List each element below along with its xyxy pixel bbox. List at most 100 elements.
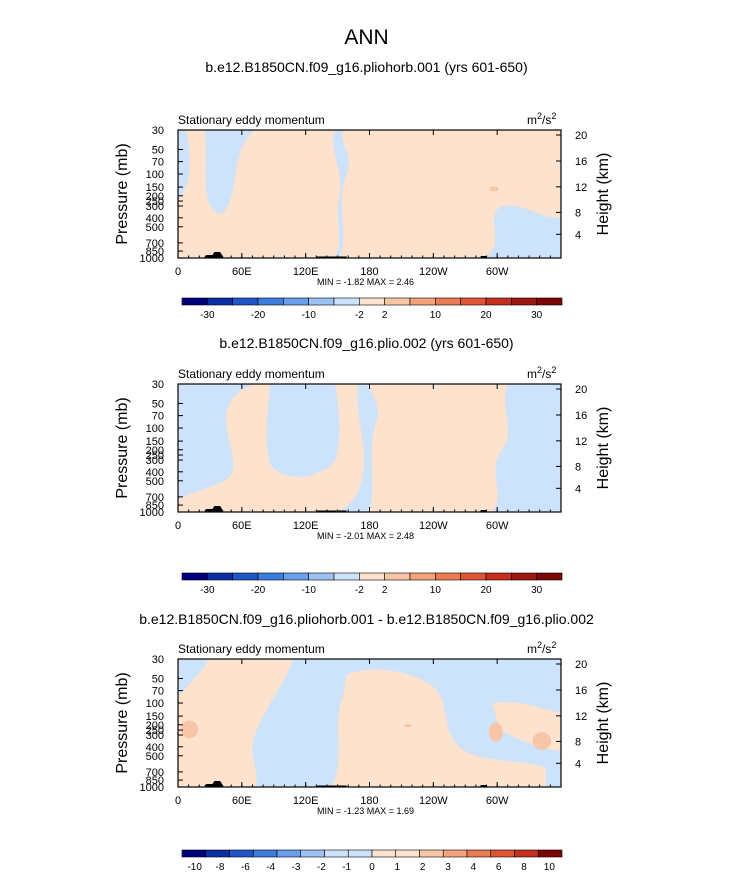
- lon-tick-label: 120E: [293, 795, 319, 807]
- colorbar-label: 6: [496, 862, 502, 873]
- units-part: 2: [537, 365, 542, 375]
- panel-subtitle: Stationary eddy momentum: [178, 367, 325, 381]
- lon-tick-label: 60E: [232, 520, 252, 532]
- colorbar-label: 10: [544, 862, 556, 873]
- panel-title: b.e12.B1850CN.f09_g16.pliohorb.001 (yrs …: [205, 59, 527, 75]
- colorbar-label: -4: [266, 862, 275, 873]
- topography-low: [315, 256, 347, 258]
- height-tick-label: 4: [575, 229, 581, 241]
- colorbar-label: -10: [301, 310, 316, 321]
- y-axis-label-right: Height (km): [595, 407, 612, 490]
- colorbar-box: [514, 849, 539, 858]
- colorbar-label: -20: [251, 585, 266, 596]
- colorbar-box: [536, 297, 563, 306]
- colorbar-box: [232, 297, 259, 306]
- height-tick-label: 16: [575, 156, 587, 168]
- pressure-tick-label: 50: [152, 673, 164, 685]
- lon-tick-label: 120W: [419, 795, 448, 807]
- panel-1: b.e12.B1850CN.f09_g16.pliohorb.001 (yrs …: [114, 59, 612, 321]
- lon-tick-label: 0: [175, 795, 181, 807]
- colorbar-box: [232, 572, 259, 581]
- pressure-tick-label: 500: [146, 222, 164, 234]
- lon-tick-label: 180: [360, 520, 378, 532]
- colorbar-label: 1: [395, 862, 401, 873]
- contour-field-positive-max: [489, 186, 499, 192]
- lon-tick-label: 120W: [419, 520, 448, 532]
- height-tick-label: 8: [575, 461, 581, 473]
- pressure-tick-label: 150: [146, 711, 164, 723]
- min-max-label: MIN = -1.23 MAX = 1.69: [317, 806, 414, 816]
- colorbar-box: [257, 297, 284, 306]
- colorbar-box: [359, 572, 385, 581]
- contour-field-positive: [331, 669, 546, 787]
- pressure-tick-label: 100: [146, 169, 164, 181]
- colorbar-box: [511, 572, 537, 581]
- pressure-tick-label: 400: [146, 213, 164, 225]
- y-axis-label-right: Height (km): [595, 682, 612, 765]
- pressure-tick-label: 100: [146, 423, 164, 435]
- colorbar-box: [442, 849, 468, 858]
- contour-field-positive: [178, 384, 364, 512]
- colorbar-box: [181, 849, 207, 858]
- colorbar-label: 2: [382, 310, 388, 321]
- pressure-tick-label: 1000: [140, 253, 164, 265]
- panel-title: b.e12.B1850CN.f09_g16.pliohorb.001 - b.e…: [139, 611, 594, 627]
- pressure-tick-label: 30: [152, 125, 164, 137]
- pressure-tick-label: 200: [146, 720, 164, 732]
- pressure-tick-label: 1000: [140, 782, 164, 794]
- pressure-tick-label: 1000: [140, 507, 164, 519]
- contour-field-positive: [178, 659, 293, 787]
- colorbar-box: [308, 297, 335, 306]
- colorbar-label: -8: [216, 862, 225, 873]
- colorbar-label: -1: [342, 862, 351, 873]
- lon-tick-label: 180: [360, 795, 378, 807]
- colorbar-box: [490, 849, 515, 858]
- colorbar-box: [371, 849, 397, 858]
- lon-tick-label: 0: [175, 266, 181, 278]
- colorbar-box: [435, 297, 461, 306]
- colorbar-box: [384, 572, 411, 581]
- lon-tick-label: 0: [175, 520, 181, 532]
- units-part: 2: [551, 640, 556, 650]
- contour-field-positive-max: [532, 731, 552, 750]
- units-label: m2/s2: [527, 111, 556, 127]
- colorbar-box: [347, 849, 373, 858]
- colorbar-label: -2: [355, 585, 364, 596]
- height-tick-label: 16: [575, 685, 587, 697]
- lon-tick-label: 120E: [293, 520, 319, 532]
- units-part: 2: [551, 365, 556, 375]
- panel-2: b.e12.B1850CN.f09_g16.plio.002 (yrs 601-…: [114, 335, 612, 596]
- units-part: 2: [551, 111, 556, 121]
- pressure-tick-label: 70: [152, 411, 164, 423]
- colorbar-box: [207, 297, 233, 306]
- pressure-tick-label: 50: [152, 144, 164, 156]
- contour-field-positive-max: [403, 724, 412, 728]
- colorbar-label: -20: [251, 310, 266, 321]
- pressure-tick-label: 300: [146, 455, 164, 467]
- pressure-tick-label: 30: [152, 379, 164, 391]
- pressure-tick-label: 70: [152, 157, 164, 169]
- pressure-tick-label: 250: [146, 725, 164, 737]
- lon-tick-label: 60W: [486, 795, 509, 807]
- panel-title: b.e12.B1850CN.f09_g16.plio.002 (yrs 601-…: [219, 335, 513, 351]
- pressure-tick-label: 150: [146, 182, 164, 194]
- height-tick-label: 20: [575, 130, 587, 142]
- colorbar-box: [395, 849, 420, 858]
- colorbar-label: 8: [521, 862, 527, 873]
- pressure-tick-label: 30: [152, 654, 164, 666]
- colorbar-box: [252, 849, 278, 858]
- pressure-tick-label: 300: [146, 201, 164, 213]
- colorbar-box: [300, 849, 325, 858]
- pressure-tick-label: 850: [146, 246, 164, 258]
- lon-tick-label: 120E: [293, 266, 319, 278]
- colorbar-label: -2: [355, 310, 364, 321]
- colorbar-label: -10: [187, 862, 202, 873]
- colorbar-label: 30: [531, 585, 543, 596]
- topography-low: [315, 785, 347, 787]
- topography-andes: [480, 256, 487, 258]
- colorbar-box: [283, 297, 309, 306]
- colorbar-label: -30: [200, 310, 215, 321]
- height-tick-label: 16: [575, 410, 587, 422]
- colorbar-box: [229, 849, 254, 858]
- colorbar-label: 2: [420, 862, 426, 873]
